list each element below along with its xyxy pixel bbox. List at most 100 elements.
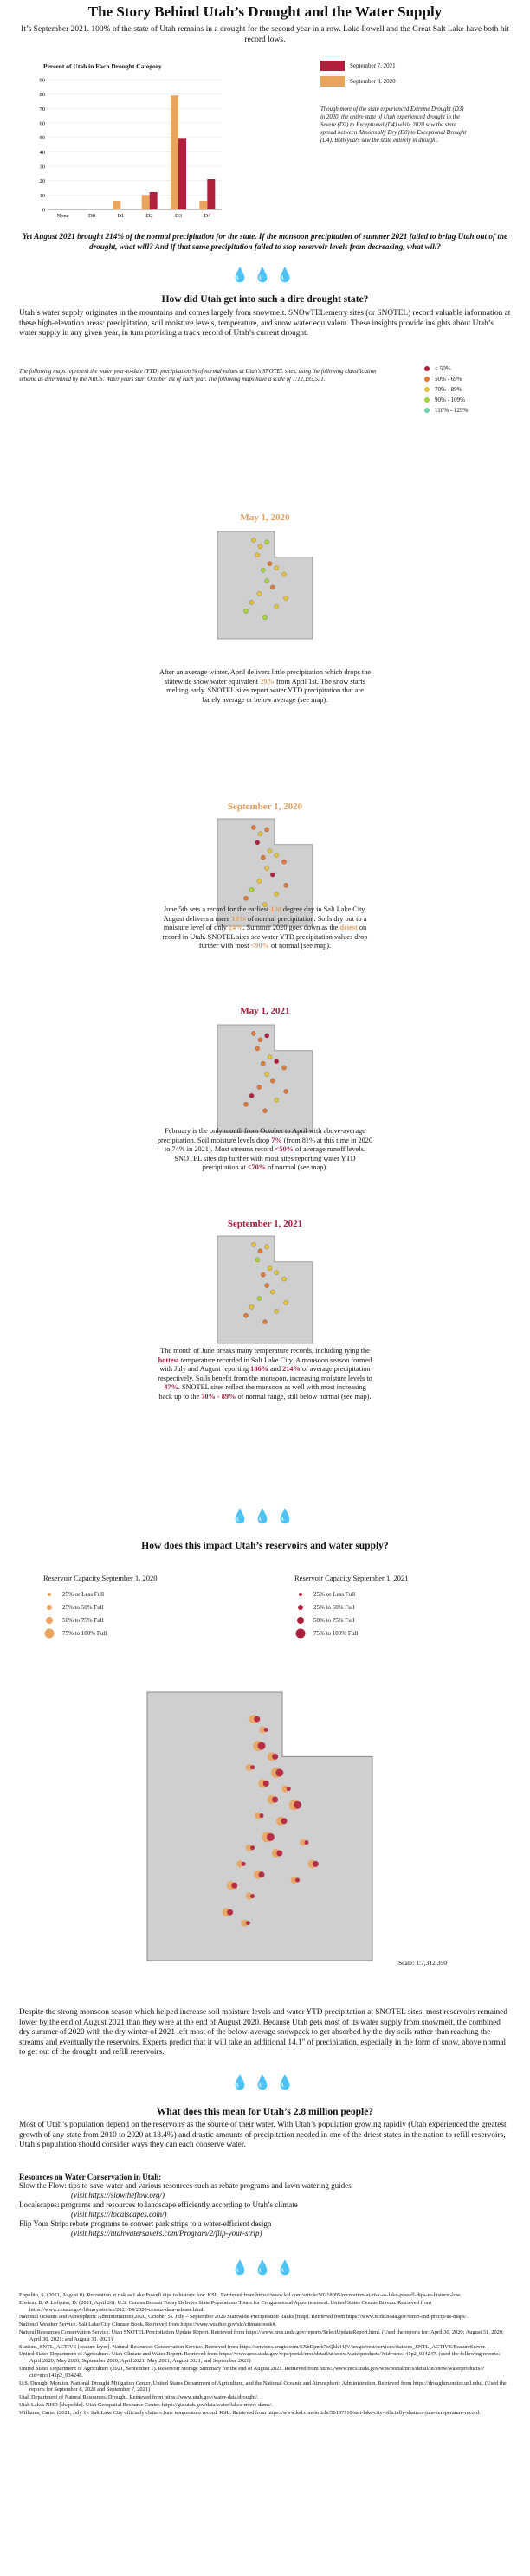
snotel-site-dot	[270, 1289, 275, 1295]
drops-divider-3: 💧💧💧	[231, 2076, 299, 2090]
snotel-site-dot	[274, 565, 279, 570]
drops-divider-1: 💧💧💧	[231, 268, 299, 283]
caption-text: (from 81% at this time in 2020 to 74% in…	[164, 1136, 373, 1154]
reservoir-legend-symbol	[46, 1616, 53, 1624]
reservoir-2020-dot	[259, 1726, 267, 1734]
section1-heading: How did Utah get into such a dire drough…	[161, 294, 369, 305]
snotel-site-dot	[257, 1037, 263, 1043]
reservoir-2020-dot	[290, 1877, 298, 1884]
snotel-site-dot	[261, 854, 266, 860]
map-note: The following maps represent the water y…	[19, 369, 377, 383]
snotel-site-dot	[267, 1054, 273, 1059]
bar	[199, 201, 208, 209]
caption-text: of normal precipitation. Soils dry out t…	[163, 914, 367, 932]
map-caption: February is the only month from October …	[157, 1127, 373, 1173]
y-tick-label: 80	[40, 92, 46, 98]
reservoir-2021-dot	[259, 1813, 264, 1819]
reservoir-2020-dot	[245, 1763, 253, 1771]
reservoir-2021-dot	[294, 1800, 302, 1809]
reservoir-legend-dot	[48, 1592, 51, 1596]
resource-link[interactable]: (visit https://localscapes.com/)	[71, 2210, 167, 2219]
reservoir-2021-dot	[257, 1742, 266, 1750]
legend-swatch-2020	[320, 76, 345, 87]
snotel-site-dot	[249, 887, 255, 892]
snotel-map	[217, 818, 313, 927]
reservoir-2020-dot	[255, 1812, 262, 1819]
y-tick-label: 20	[40, 178, 46, 184]
x-tick-label: D1	[117, 213, 124, 219]
precip-legend-label: < 50%	[435, 365, 451, 372]
x-tick-label: D3	[175, 213, 182, 219]
snotel-site-dot	[274, 853, 279, 858]
y-tick-label: 10	[40, 193, 46, 199]
reservoir-2021-dot	[254, 1716, 261, 1723]
snotel-site-dot	[264, 539, 269, 545]
snotel-site-dot	[274, 1059, 279, 1064]
reservoir-legend-item: 75% to 100% Full	[294, 1626, 494, 1639]
drought-bar-chart: 0 10 20 30 40 50 60 70 80 90 None D0 D1 D2 D3 D4	[40, 78, 222, 219]
reservoir-legend-item: 25% or Less Full	[43, 1587, 217, 1600]
snotel-site-dot	[256, 1296, 262, 1301]
reservoir-2021-dot	[250, 1894, 255, 1899]
snotel-site-dot	[274, 1098, 279, 1103]
reservoir-2021-dot	[286, 1787, 291, 1792]
chart-note: Though more of the state experienced Ext…	[320, 106, 467, 144]
reference-item: Stations_SNTL_ACTIVE [feature layer]. Na…	[19, 2343, 486, 2350]
precip-legend-dot	[424, 397, 430, 402]
reservoir-legend-dot	[299, 1592, 302, 1596]
caption-text: degree day in Salt Lake City. August del…	[163, 905, 367, 923]
snotel-site-dot	[249, 1093, 255, 1098]
legend-label-2020: September 8, 2020	[350, 78, 396, 85]
reservoir-2021-dot	[272, 1753, 279, 1760]
resource-item: Localscapes: programs and resources to l…	[19, 2200, 298, 2209]
reference-item: Utah Lakes NHD [shapefile]. Utah Geospat…	[19, 2401, 273, 2408]
section2-para: Despite the strong monsoon season which …	[19, 2008, 507, 2057]
reservoir-legend-dot	[47, 1604, 52, 1610]
snotel-map	[217, 1235, 313, 1344]
resource-link[interactable]: (visit https://slowtheflow.org/)	[71, 2191, 165, 2199]
reference-item: National Weather Service. Salt Lake City…	[19, 2322, 277, 2328]
precip-legend-item: 90% - 109%	[424, 395, 468, 405]
utah-outline	[146, 1691, 373, 1961]
reservoir-legend-dot	[297, 1616, 304, 1624]
reference-item: Eppolito, S. (2021, August 8). Recreatio…	[19, 2292, 462, 2298]
snotel-site-dot	[251, 825, 256, 830]
bar	[171, 95, 178, 209]
utah-outline	[217, 818, 313, 927]
reference-item: Epstein, B. & Lofquist, D. (2021, April …	[19, 2299, 431, 2313]
caption-text: temperature recorded in Salt Lake City. …	[159, 1356, 372, 1374]
reservoir-legend-label: 25% or Less Full	[313, 1590, 356, 1598]
snotel-site-dot	[257, 1248, 263, 1254]
resource-link[interactable]: (visit https://utahwatersavers.com/Progr…	[71, 2229, 262, 2238]
precip-legend-label: 110% - 129%	[435, 407, 469, 414]
reservoir-2021-dot	[227, 1909, 234, 1916]
snotel-site-dot	[251, 538, 256, 543]
reservoir-legend-label: 25% to 50% Full	[62, 1603, 104, 1611]
snotel-site-dot	[249, 1304, 255, 1310]
y-tick-label: 90	[40, 78, 46, 84]
reservoir-legend-dot	[295, 1628, 306, 1638]
snotel-site-dot	[255, 552, 260, 558]
snotel-site-dot	[267, 561, 273, 566]
reservoir-legend-2021: Reservoir Capacity September 1, 2021 25%…	[294, 1574, 494, 1639]
snotel-site-dot	[264, 578, 269, 583]
reservoir-scale: Scale: 1:7,312,390	[398, 1959, 448, 1967]
reservoir-legend-symbol	[298, 1604, 303, 1610]
y-tick-label: 70	[40, 106, 46, 113]
caption-text: from April 1st. The snow starts melting …	[166, 677, 365, 704]
caption-highlight: 186%	[250, 1365, 268, 1373]
snotel-site-dot	[267, 1265, 273, 1271]
reservoir-2021-dot	[241, 1861, 246, 1866]
caption-highlight: 47%	[164, 1383, 178, 1391]
caption-highlight: driest	[339, 924, 358, 931]
legend-swatch-2021	[320, 61, 345, 71]
precip-legend-dot	[424, 408, 430, 413]
reservoir-legend-item: 25% to 50% Full	[43, 1600, 217, 1613]
caption-text: and	[268, 1365, 283, 1373]
caption-highlight: 29%	[260, 677, 275, 686]
reservoir-2021-dot	[304, 1840, 309, 1845]
precip-legend: < 50% 50% - 69% 70% - 89% 90% - 109% 110% - …	[424, 364, 468, 415]
map-title: May 1, 2021	[240, 1006, 290, 1016]
reservoir-legend-2020: Reservoir Capacity September 1, 2020 25%…	[43, 1574, 217, 1639]
reservoir-legend-symbol	[44, 1628, 55, 1638]
